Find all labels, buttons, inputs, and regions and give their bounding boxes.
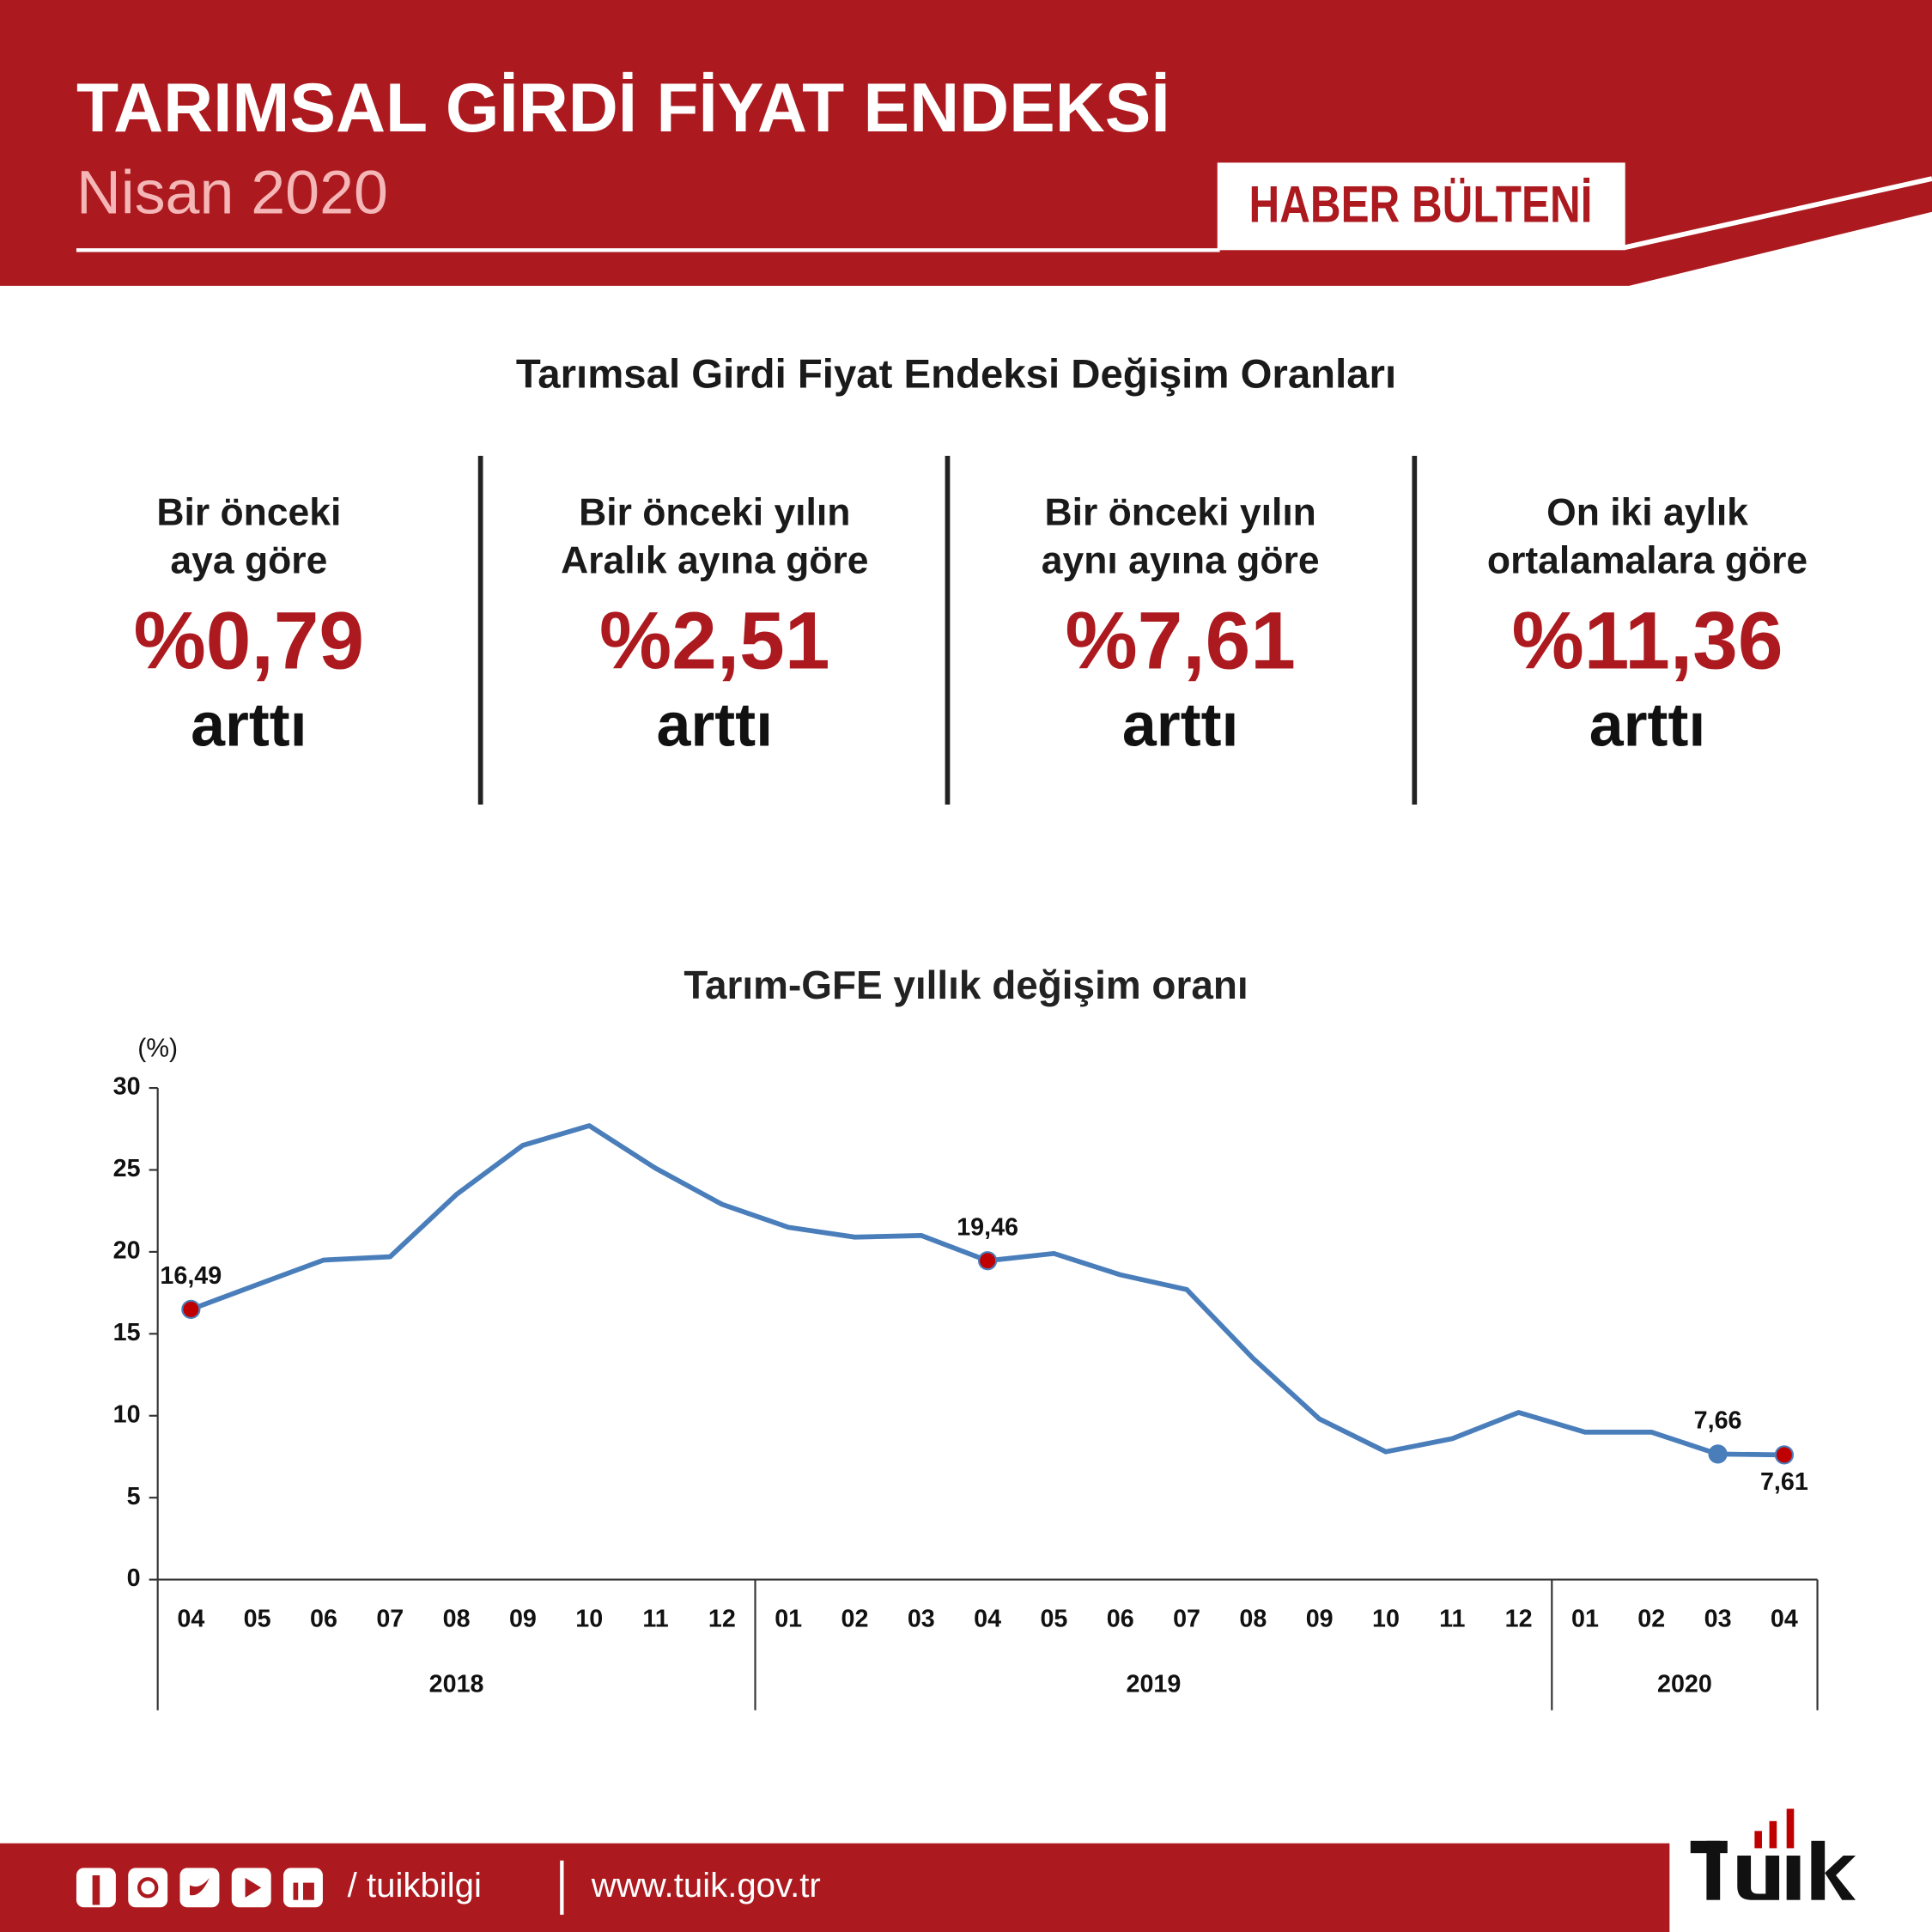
chart-title: Tarım-GFE yıllık değişim oranı: [683, 963, 1248, 1007]
logo-part: [1786, 1856, 1801, 1900]
stat-value: %7,61: [1065, 595, 1295, 686]
stat-label: aya göre: [170, 540, 327, 582]
logo-part: [1825, 1856, 1856, 1900]
header-rule: [1623, 176, 1932, 251]
y-tick-label: 15: [113, 1319, 141, 1346]
y-tick-label: 5: [127, 1483, 141, 1510]
x-tick-label: 11: [642, 1606, 668, 1633]
icon-glyph: [137, 1877, 159, 1899]
footer-handle: / tuikbilgi: [348, 1866, 482, 1905]
group-label: 2019: [1126, 1671, 1181, 1698]
stat-change: arttı: [1589, 690, 1706, 759]
group-label: 2018: [429, 1671, 484, 1698]
x-tick-label: 06: [310, 1606, 337, 1633]
stat-label: Bir önceki yılın: [1045, 492, 1316, 534]
logo-part: [1786, 1808, 1795, 1849]
footer-band: [0, 1843, 1670, 1932]
x-tick-label: 08: [1239, 1606, 1267, 1633]
x-tick-label: 04: [974, 1606, 1001, 1633]
x-tick-label: 11: [1439, 1606, 1465, 1633]
data-label: 19,46: [957, 1213, 1018, 1241]
icon-glyph: [293, 1882, 299, 1900]
icon-glyph: [92, 1874, 100, 1905]
y-tick-label: 30: [113, 1073, 141, 1101]
x-tick-label: 03: [908, 1606, 935, 1633]
y-axis-label: (%): [137, 1035, 178, 1063]
x-tick-label: 12: [1505, 1606, 1533, 1633]
group-label: 2020: [1657, 1671, 1712, 1698]
point-marker: [977, 1251, 998, 1271]
data-label: 7,66: [1694, 1407, 1742, 1435]
icon-glyph: [245, 1877, 262, 1898]
stat-value: %2,51: [599, 595, 829, 686]
stat-label: ortalamalara göre: [1487, 540, 1807, 582]
logo-part: [1706, 1840, 1721, 1900]
logo-part: [1811, 1840, 1826, 1900]
data-label: 16,49: [160, 1262, 222, 1290]
x-tick-label: 02: [841, 1606, 869, 1633]
stat-change: arttı: [191, 690, 307, 759]
y-tick-label: 10: [113, 1400, 141, 1428]
x-tick-label: 07: [1173, 1606, 1200, 1633]
x-tick-label: 07: [376, 1606, 404, 1633]
logo-part: [1769, 1820, 1777, 1849]
stat-label: Bir önceki yılın: [579, 492, 850, 534]
icon-linkedin: [283, 1868, 323, 1908]
stat-change: arttı: [1122, 690, 1239, 759]
x-tick-label: 09: [509, 1606, 537, 1633]
x-tick-label: 04: [1771, 1606, 1798, 1633]
stat-change: arttı: [657, 690, 774, 759]
data-label: 7,61: [1760, 1468, 1808, 1496]
stat-label: Aralık ayına göre: [561, 540, 868, 582]
point-marker: [1774, 1445, 1795, 1465]
badge-text: HABER BÜLTENİ: [1249, 175, 1593, 234]
x-tick-label: 06: [1107, 1606, 1134, 1633]
x-tick-label: 05: [1040, 1606, 1067, 1633]
x-tick-label: 12: [708, 1606, 736, 1633]
point-marker: [181, 1299, 201, 1320]
y-tick-label: 0: [127, 1564, 141, 1592]
logo-part: [1754, 1831, 1762, 1849]
series-line: [190, 1123, 1784, 1458]
stat-label: On iki aylık: [1546, 492, 1748, 534]
stat-label: aynı ayına göre: [1042, 540, 1320, 582]
social-icons: [76, 1868, 323, 1908]
badge-box: [1217, 162, 1625, 251]
header-title: TARIMSAL GİRDİ FİYAT ENDEKSİ: [76, 70, 1170, 147]
icon-glyph: [302, 1882, 314, 1900]
logo-part: [1737, 1856, 1780, 1900]
x-tick-label: 01: [775, 1606, 802, 1633]
x-tick-label: 03: [1704, 1606, 1732, 1633]
x-tick-label: 05: [244, 1606, 271, 1633]
point-marker: [1708, 1444, 1728, 1464]
icon-instagram: [128, 1868, 168, 1908]
x-tick-label: 10: [1372, 1606, 1400, 1633]
stat-value: %11,36: [1512, 595, 1783, 686]
x-tick-label: 10: [575, 1606, 603, 1633]
y-tick-label: 20: [113, 1236, 141, 1264]
x-tick-label: 08: [443, 1606, 471, 1633]
x-tick-label: 02: [1637, 1606, 1665, 1633]
y-tick-label: 25: [113, 1155, 141, 1182]
stat-label: Bir önceki: [156, 492, 341, 534]
x-tick-label: 09: [1306, 1606, 1334, 1633]
x-tick-label: 04: [177, 1606, 204, 1633]
header-period: Nisan 2020: [76, 159, 388, 228]
icon-glyph: [189, 1877, 210, 1896]
separators: [477, 455, 1418, 805]
x-tick-label: 01: [1571, 1606, 1599, 1633]
logo: [1690, 1808, 1856, 1900]
footer-url: www.tuik.gov.tr: [591, 1866, 821, 1905]
stat-value: %0,79: [134, 595, 364, 686]
summary-title: Tarımsal Girdi Fiyat Endeksi Değişim Ora…: [516, 352, 1396, 398]
